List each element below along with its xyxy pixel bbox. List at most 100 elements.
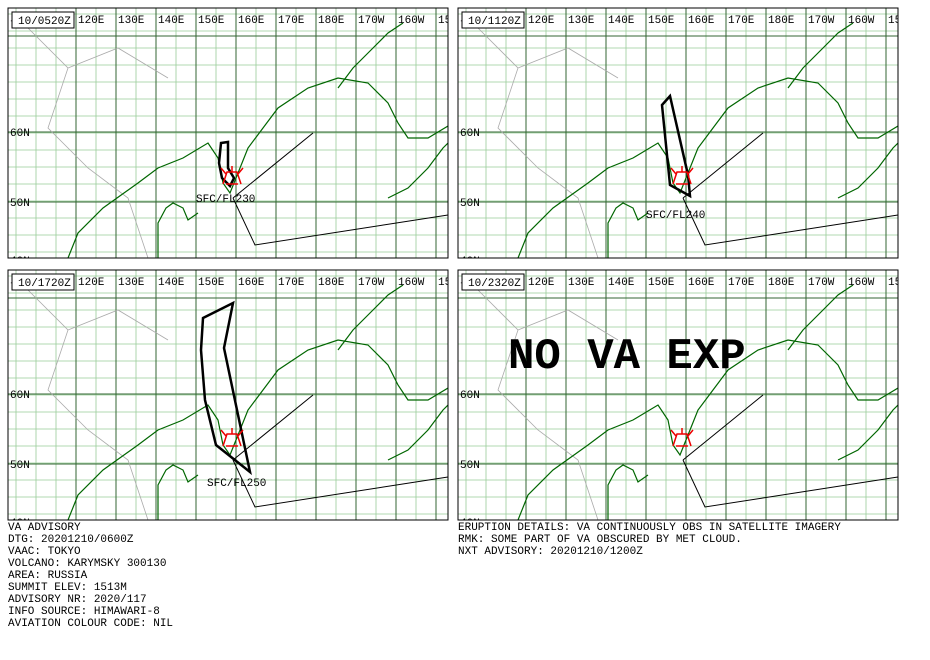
time-box <box>11 11 75 29</box>
map-panel: 120E 130E 140E 150E 160E 170E 180E 170W 160W 150W… <box>457 269 915 530</box>
longitude-label: 160E <box>688 15 715 27</box>
latitude-label: 40N <box>460 256 480 268</box>
longitude-label: 180E <box>318 15 345 27</box>
ash-cloud <box>660 93 692 199</box>
longitude-label: 170W <box>358 15 385 27</box>
coastline <box>337 22 404 89</box>
panel-frame <box>457 7 899 259</box>
map-panel: 120E 130E 140E 150E 160E 170E 180E 170W 160W 150W… <box>7 7 465 268</box>
longitude-label: 140E <box>158 277 185 289</box>
longitude-label: 130E <box>568 277 595 289</box>
longitude-label: 180E <box>318 277 345 289</box>
latitude-label: 50N <box>460 460 480 472</box>
latitude-label: 40N <box>460 518 480 530</box>
longitude-label: 150W <box>438 15 465 27</box>
time-box <box>11 273 75 291</box>
latitude-label: 40N <box>10 256 30 268</box>
latitude-label: 60N <box>460 128 480 140</box>
longitude-label: 170W <box>808 15 835 27</box>
coastline <box>787 22 854 89</box>
longitude-label: 150E <box>648 277 675 289</box>
advisory-line: VA ADVISORY <box>8 522 81 534</box>
coastline <box>517 77 898 258</box>
longitude-label: 150W <box>888 15 915 27</box>
advisory-line: DTG: 20201210/0600Z <box>8 534 134 546</box>
map-content: 120E 130E 140E 150E 160E 170E 180E 170W 160W 150W… <box>458 270 915 530</box>
advisory-line: VAAC: TOKYO <box>8 546 81 558</box>
details-line: ERUPTION DETAILS: VA CONTINUOUSLY OBS IN… <box>458 522 841 534</box>
longitude-label: 170E <box>278 15 305 27</box>
latitude-label: 50N <box>10 460 30 472</box>
longitude-label: 160E <box>238 277 265 289</box>
latitude-label: 60N <box>10 128 30 140</box>
longitude-label: 120E <box>528 15 555 27</box>
longitude-label: 170E <box>728 277 755 289</box>
longitude-label: 160W <box>848 277 875 289</box>
volcano-symbol <box>220 166 244 185</box>
coastline <box>337 284 404 351</box>
longitude-label: 140E <box>158 15 185 27</box>
no-ash-message: NO VA EXP <box>508 332 746 382</box>
latitude-label: 60N <box>10 390 30 402</box>
coastline <box>67 339 448 520</box>
latitude-label: 50N <box>10 198 30 210</box>
advisory-line: AVIATION COLOUR CODE: NIL <box>8 618 173 630</box>
ash-cloud <box>199 300 252 476</box>
longitude-label: 130E <box>118 15 145 27</box>
volcano-symbol <box>670 428 694 447</box>
coastline <box>837 142 898 199</box>
fir-boundary <box>27 27 169 258</box>
panel-frame <box>7 269 449 521</box>
latitude-label: 50N <box>460 198 480 210</box>
advisory-line: SUMMIT ELEV: 1513M <box>8 582 127 594</box>
longitude-label: 120E <box>78 277 105 289</box>
longitude-label: 170E <box>728 15 755 27</box>
panel-frame <box>7 7 449 259</box>
time-box <box>461 273 525 291</box>
advisory-line: ADVISORY NR: 2020/117 <box>8 594 147 606</box>
coastline <box>837 404 898 461</box>
panel-time: 10/0520Z <box>18 16 71 28</box>
fir-boundary <box>477 27 619 258</box>
volcano-symbol <box>670 166 694 185</box>
longitude-label: 150E <box>648 15 675 27</box>
longitude-label: 180E <box>768 15 795 27</box>
latitude-label: 40N <box>10 518 30 530</box>
longitude-label: 120E <box>78 15 105 27</box>
coastline <box>67 77 448 258</box>
longitude-label: 170W <box>358 277 385 289</box>
coastline <box>387 404 448 461</box>
longitude-label: 160W <box>398 15 425 27</box>
panel-time: 10/2320Z <box>468 278 521 290</box>
map-panel: 120E 130E 140E 150E 160E 170E 180E 170W 160W 150W… <box>457 7 915 268</box>
advisory-line: VOLCANO: KARYMSKY 300130 <box>8 558 166 570</box>
longitude-label: 160W <box>398 277 425 289</box>
fir-boundary <box>232 132 448 246</box>
coastline <box>607 464 649 520</box>
longitude-label: 170E <box>278 277 305 289</box>
longitude-label: 150W <box>888 277 915 289</box>
longitude-label: 130E <box>118 277 145 289</box>
panel-frame <box>457 269 899 521</box>
longitude-label: 130E <box>568 15 595 27</box>
panel-time: 10/1720Z <box>18 278 71 290</box>
flight-level: SFC/FL230 <box>196 194 255 206</box>
ash-cloud <box>217 140 236 189</box>
longitude-label: 150E <box>198 277 225 289</box>
fir-boundary <box>477 289 619 520</box>
longitude-label: 160E <box>238 15 265 27</box>
coastline <box>607 202 649 258</box>
longitude-label: 150E <box>198 15 225 27</box>
fir-boundary <box>682 132 898 246</box>
map-content: 120E 130E 140E 150E 160E 170E 180E 170W 160W 150W… <box>458 8 915 268</box>
details-line: RMK: SOME PART OF VA OBSCURED BY MET CLO… <box>458 534 742 546</box>
advisory-line: INFO SOURCE: HIMAWARI-8 <box>8 606 160 618</box>
fir-boundary <box>682 394 898 508</box>
map-panel: 120E 130E 140E 150E 160E 170E 180E 170W 160W 150W… <box>7 269 449 530</box>
map-content: 120E 130E 140E 150E 160E 170E 180E 170W 160W 150W… <box>8 270 448 530</box>
longitude-label: 140E <box>608 15 635 27</box>
coastline <box>787 284 854 351</box>
coastline <box>387 142 448 199</box>
map-content: 120E 130E 140E 150E 160E 170E 180E 170W 160W 150W… <box>8 8 465 268</box>
volcano-symbol <box>220 428 244 447</box>
